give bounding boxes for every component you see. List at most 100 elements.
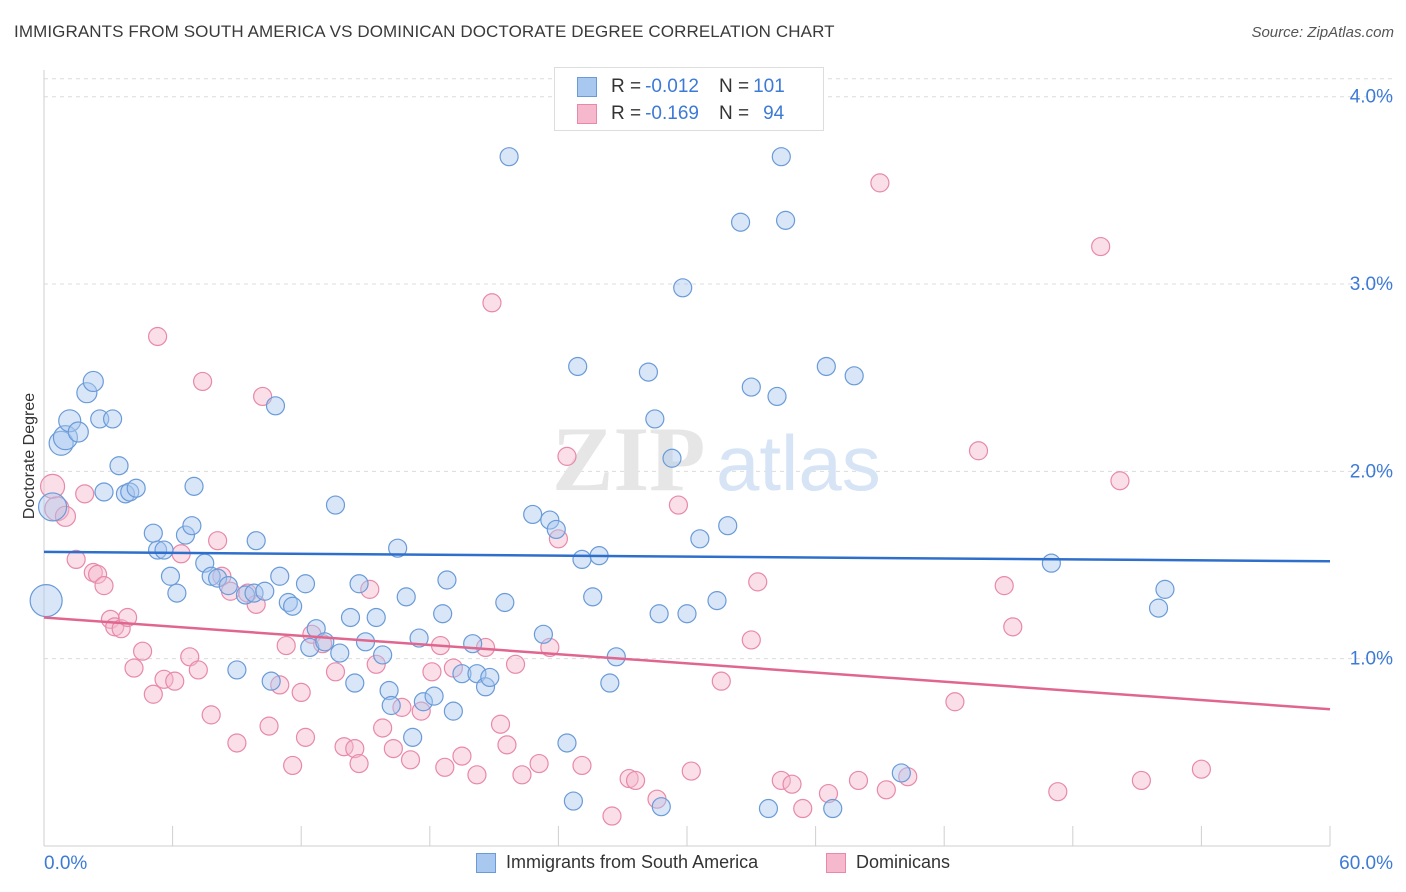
data-point-dominicans xyxy=(349,753,369,774)
data-point-dominicans xyxy=(512,765,532,785)
data-point-immigrants xyxy=(246,531,266,551)
x-tick-label: 60.0% xyxy=(1339,853,1393,874)
data-point-immigrants xyxy=(437,570,457,590)
data-point-immigrants xyxy=(891,763,911,783)
data-point-dominicans xyxy=(383,738,403,759)
n-value: 101 xyxy=(753,76,785,97)
data-point-dominicans xyxy=(793,798,813,819)
data-point-dominicans xyxy=(741,630,761,650)
data-point-immigrants xyxy=(718,516,738,536)
data-point-immigrants xyxy=(255,581,275,601)
data-point-dominicans xyxy=(557,446,577,466)
data-point-dominicans xyxy=(876,780,896,800)
data-point-immigrants xyxy=(373,645,393,665)
data-point-dominicans xyxy=(283,755,303,776)
stats-legend: R = -0.012 N = 101 R = -0.169 N = 94 xyxy=(554,67,824,131)
data-point-immigrants xyxy=(651,797,671,817)
data-point-dominicans xyxy=(711,671,731,691)
data-point-immigrants xyxy=(265,396,286,416)
data-point-dominicans xyxy=(143,684,163,704)
legend-swatch-blue xyxy=(577,77,597,97)
data-point-dominicans xyxy=(435,757,455,777)
data-point-immigrants xyxy=(270,566,290,586)
data-point-immigrants xyxy=(366,607,386,628)
data-point-dominicans xyxy=(295,727,316,747)
data-point-immigrants xyxy=(690,529,710,549)
data-point-dominicans xyxy=(253,386,273,407)
y-tick-label: 3.0% xyxy=(1350,274,1393,295)
data-point-dominicans xyxy=(625,770,646,791)
legend-item-dominicans[interactable]: Dominicans xyxy=(826,852,950,873)
data-point-immigrants xyxy=(771,147,791,167)
r-label: R = xyxy=(611,103,642,124)
data-point-immigrants xyxy=(37,492,68,522)
data-point-dominicans xyxy=(54,505,77,527)
data-point-immigrants xyxy=(583,587,603,607)
data-point-dominicans xyxy=(452,746,472,766)
n-value: 94 xyxy=(763,103,785,124)
data-point-immigrants xyxy=(218,576,238,596)
data-point-dominicans xyxy=(870,173,890,193)
data-point-immigrants xyxy=(424,686,444,706)
data-point-immigrants xyxy=(533,624,553,644)
data-point-dominicans xyxy=(529,753,549,774)
data-point-dominicans xyxy=(1191,759,1212,779)
data-point-dominicans xyxy=(373,718,393,738)
data-point-dominicans xyxy=(360,579,380,599)
data-point-immigrants xyxy=(499,147,519,167)
data-point-immigrants xyxy=(600,673,620,693)
data-point-immigrants xyxy=(568,356,588,377)
data-point-dominicans xyxy=(848,770,869,791)
y-axis-label: Doctorate Degree xyxy=(21,393,38,519)
data-point-dominicans xyxy=(345,738,365,759)
data-point-immigrants xyxy=(325,495,346,515)
data-point-dominicans xyxy=(771,770,791,791)
data-point-immigrants xyxy=(94,482,114,502)
legend-item-immigrants[interactable]: Immigrants from South America xyxy=(476,852,758,873)
data-point-dominicans xyxy=(572,755,592,776)
data-point-dominicans xyxy=(467,765,487,785)
data-point-immigrants xyxy=(295,574,316,594)
data-point-immigrants xyxy=(546,519,566,540)
tick-labels: 1.0% 2.0% 3.0% 4.0% 0.0% 60.0% xyxy=(44,87,1393,874)
data-point-immigrants xyxy=(523,504,543,525)
legend-swatch-pink xyxy=(826,852,846,873)
data-point-immigrants xyxy=(300,637,320,658)
data-point-dominicans xyxy=(124,658,144,678)
data-point-immigrants xyxy=(409,628,429,648)
data-point-immigrants xyxy=(109,456,129,476)
data-point-immigrants xyxy=(495,592,515,613)
legend-swatch-blue xyxy=(476,852,496,873)
data-point-immigrants xyxy=(381,695,401,716)
r-value: -0.012 xyxy=(645,76,699,97)
data-point-immigrants xyxy=(403,727,423,747)
data-point-dominicans xyxy=(366,654,386,674)
data-point-immigrants xyxy=(844,366,864,386)
data-point-dominicans xyxy=(94,576,114,596)
n-label: N = xyxy=(718,103,750,124)
data-point-immigrants xyxy=(645,409,665,429)
source-label: Source: ZipAtlas.com xyxy=(1251,24,1394,41)
data-point-dominicans xyxy=(291,682,311,703)
data-point-immigrants xyxy=(638,362,659,382)
y-tick-label: 1.0% xyxy=(1350,649,1393,670)
data-point-immigrants xyxy=(673,278,693,298)
data-point-immigrants xyxy=(126,478,146,498)
r-label: R = xyxy=(611,76,642,97)
data-point-immigrants xyxy=(160,566,181,586)
data-point-immigrants xyxy=(147,540,168,560)
n-label: N = xyxy=(718,76,750,97)
data-point-dominicans xyxy=(193,371,213,392)
data-point-immigrants xyxy=(208,568,228,588)
data-point-immigrants xyxy=(29,584,63,618)
data-point-dominicans xyxy=(490,714,511,734)
data-point-dominicans xyxy=(422,662,442,682)
y-tick-label: 2.0% xyxy=(1350,461,1393,482)
data-point-dominicans xyxy=(87,564,108,584)
data-point-immigrants xyxy=(154,540,174,560)
data-point-dominicans xyxy=(227,733,247,753)
data-point-dominicans xyxy=(411,701,431,721)
data-point-immigrants xyxy=(677,604,697,624)
data-point-immigrants xyxy=(1155,579,1175,599)
